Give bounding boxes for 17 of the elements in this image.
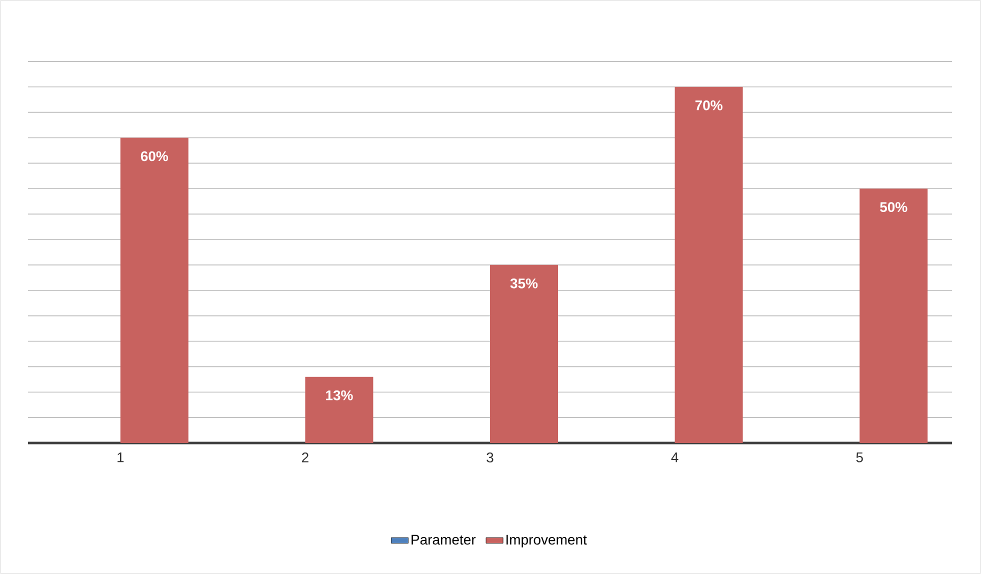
- x-tick-label: 4: [671, 452, 678, 462]
- data-label: 13%: [326, 390, 353, 400]
- bar: [305, 376, 374, 443]
- x-tick-label: 1: [118, 452, 124, 462]
- data-label: 50%: [880, 202, 908, 212]
- x-tick-label: 5: [856, 452, 863, 462]
- data-label: 35%: [510, 278, 538, 288]
- legend-label: Improvement: [506, 534, 587, 548]
- bar: [860, 188, 928, 443]
- bar: [120, 138, 188, 443]
- x-tick-label: 3: [486, 452, 494, 462]
- data-label: 70%: [695, 100, 722, 110]
- legend-label: Parameter: [412, 534, 476, 545]
- bar: [674, 86, 743, 443]
- bar: [490, 264, 558, 443]
- x-tick-label: 2: [302, 452, 308, 462]
- data-label: 60%: [140, 151, 168, 162]
